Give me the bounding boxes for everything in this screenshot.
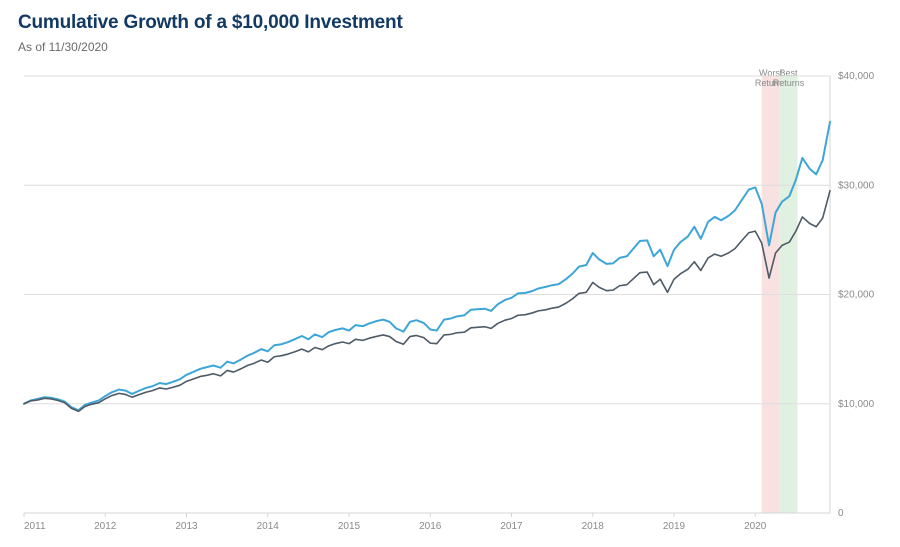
chart-title: Cumulative Growth of a $10,000 Investmen… <box>18 12 882 34</box>
x-tick-label: 2017 <box>500 521 523 532</box>
x-tick-label: 2015 <box>338 521 361 532</box>
y-tick-label: $10,000 <box>838 399 875 410</box>
x-tick-label: 2011 <box>24 521 46 532</box>
chart-plot-area: WorstReturnsBestReturns0$10,000$20,000$3… <box>18 62 882 537</box>
x-tick-label: 2016 <box>419 521 442 532</box>
y-tick-label: $40,000 <box>838 71 875 82</box>
x-tick-label: 2012 <box>94 521 117 532</box>
x-tick-label: 2013 <box>175 521 198 532</box>
x-tick-label: 2018 <box>582 521 605 532</box>
line-chart-svg: WorstReturnsBestReturns0$10,000$20,000$3… <box>18 62 882 537</box>
x-tick-label: 2020 <box>744 521 767 532</box>
y-tick-label: $30,000 <box>838 180 875 191</box>
band-label: Returns <box>773 78 805 88</box>
chart-container: Cumulative Growth of a $10,000 Investmen… <box>0 0 900 547</box>
x-tick-label: 2014 <box>257 521 280 532</box>
chart-subtitle: As of 11/30/2020 <box>18 40 882 54</box>
y-tick-label: $20,000 <box>838 290 875 301</box>
y-tick-label: 0 <box>838 508 844 519</box>
x-tick-label: 2019 <box>663 521 686 532</box>
